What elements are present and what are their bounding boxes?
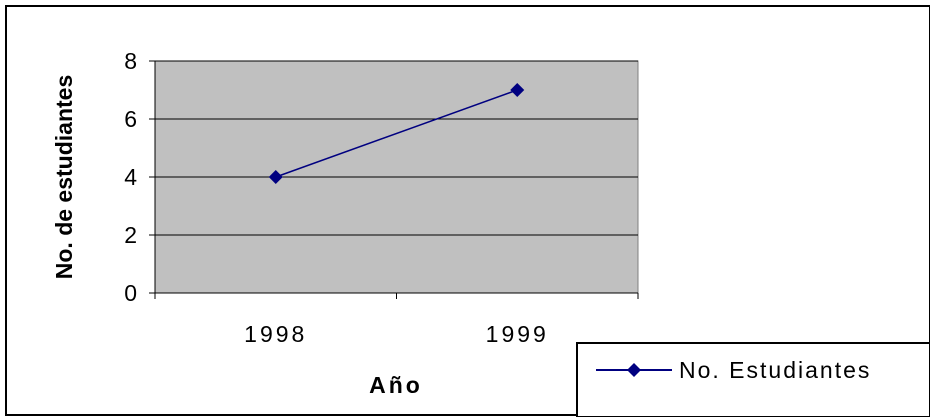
legend: No. Estudiantes xyxy=(576,342,930,417)
y-tick-label: 6 xyxy=(124,106,137,132)
axes xyxy=(149,60,639,299)
x-tick-label: 1998 xyxy=(244,321,307,347)
y-axis-title: No. de estudiantes xyxy=(51,75,77,279)
data-point-marker xyxy=(510,83,525,97)
data-point-marker xyxy=(268,170,283,184)
y-tick-labels: 0 2 4 6 8 xyxy=(124,48,137,306)
legend-box xyxy=(576,342,930,417)
y-tick-label: 8 xyxy=(124,48,137,74)
x-axis-title: Año xyxy=(369,372,423,398)
legend-label: No. Estudiantes xyxy=(679,357,871,383)
y-tick-label: 4 xyxy=(124,164,137,190)
legend-diamond-marker xyxy=(627,363,641,377)
x-tick-label: 1999 xyxy=(486,321,549,347)
x-tick-labels: 1998 1999 xyxy=(244,321,549,347)
series-group xyxy=(268,83,525,184)
y-tick-label: 2 xyxy=(124,222,137,248)
y-tick-label: 0 xyxy=(124,280,137,306)
series-line xyxy=(275,89,518,178)
grid-lines xyxy=(155,60,638,236)
